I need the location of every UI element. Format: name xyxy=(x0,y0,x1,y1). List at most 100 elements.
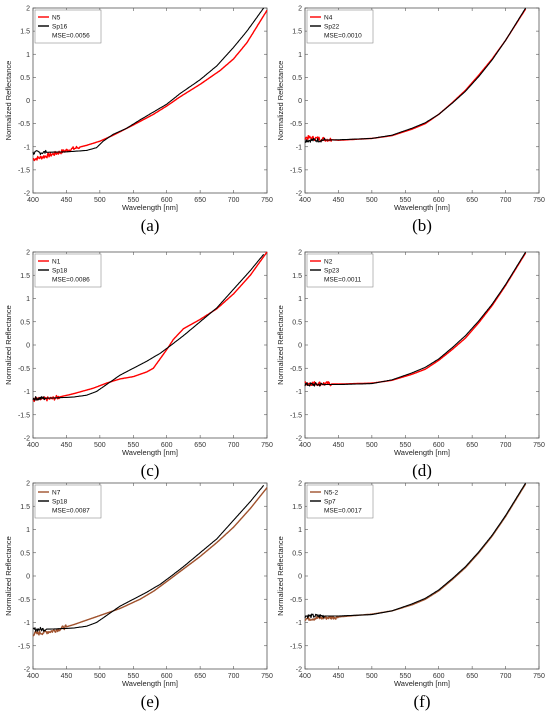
x-tick-label: 400 xyxy=(27,673,39,680)
legend-entry: N4 xyxy=(324,14,333,21)
y-tick-label: 1 xyxy=(298,52,302,59)
x-tick-label: 550 xyxy=(399,197,411,204)
y-tick-label: 0.5 xyxy=(292,319,302,326)
x-tick-label: 650 xyxy=(194,197,206,204)
legend-entry: N5 xyxy=(52,14,61,21)
x-tick-label: 550 xyxy=(127,197,139,204)
panel-caption: (e) xyxy=(141,692,160,711)
y-tick-label: 0 xyxy=(26,98,30,105)
x-tick-label: 550 xyxy=(127,673,139,680)
y-tick-label: 2 xyxy=(26,6,30,13)
x-tick-label: 400 xyxy=(299,197,311,204)
x-tick-label: 400 xyxy=(27,197,39,204)
y-tick-label: 0 xyxy=(298,343,302,350)
legend-mse-note: MSE=0.0017 xyxy=(324,507,362,514)
y-tick-label: 0.5 xyxy=(20,319,30,326)
y-axis-label: Normalized Reflectance xyxy=(276,536,285,616)
x-tick-label: 700 xyxy=(500,673,512,680)
legend-mse-note: MSE=0.0056 xyxy=(52,32,90,39)
y-axis-label: Normalized Reflectance xyxy=(4,536,13,616)
x-tick-label: 700 xyxy=(228,442,240,449)
y-tick-label: 1 xyxy=(298,296,302,303)
x-tick-label: 450 xyxy=(333,197,345,204)
y-tick-label: 2 xyxy=(298,481,302,488)
legend-entry: Sp7 xyxy=(324,498,336,505)
x-tick-label: 600 xyxy=(433,197,445,204)
x-tick-label: 600 xyxy=(433,673,445,680)
x-tick-label: 500 xyxy=(366,442,378,449)
series-line-sp22 xyxy=(304,7,527,143)
x-tick-label: 500 xyxy=(94,442,106,449)
y-tick-label: 0.5 xyxy=(20,75,30,82)
x-tick-label: 650 xyxy=(466,673,478,680)
series-line-sp18 xyxy=(32,253,265,401)
y-tick-label: -1 xyxy=(24,389,30,396)
x-tick-label: 500 xyxy=(366,673,378,680)
x-tick-label: 450 xyxy=(61,197,73,204)
y-tick-label: 2 xyxy=(298,6,302,13)
y-tick-label: 1.5 xyxy=(292,29,302,36)
y-tick-label: -0.5 xyxy=(290,121,302,128)
y-tick-label: 1.5 xyxy=(292,504,302,511)
y-tick-label: -1.5 xyxy=(290,643,302,650)
x-tick-label: 750 xyxy=(261,442,273,449)
y-tick-label: -1 xyxy=(296,620,302,627)
panel-caption: (d) xyxy=(412,461,432,480)
x-axis-label: Wavelength [nm] xyxy=(394,448,450,457)
y-tick-label: -2 xyxy=(296,191,302,198)
x-axis-label: Wavelength [nm] xyxy=(394,679,450,688)
y-tick-label: -1.5 xyxy=(290,167,302,174)
y-tick-label: -1.5 xyxy=(18,167,30,174)
y-tick-label: -1 xyxy=(296,389,302,396)
legend-mse-note: MSE=0.0011 xyxy=(324,276,362,283)
y-tick-label: 1.5 xyxy=(20,504,30,511)
legend-entry: Sp16 xyxy=(52,23,68,30)
series-line-sp7 xyxy=(304,482,527,619)
panel-caption: (b) xyxy=(412,216,432,235)
y-tick-label: -1 xyxy=(24,144,30,151)
x-tick-label: 650 xyxy=(194,673,206,680)
y-tick-label: -1 xyxy=(296,144,302,151)
y-tick-label: 0 xyxy=(298,574,302,581)
panel-caption: (a) xyxy=(141,216,160,235)
series-line-n5-2 xyxy=(304,483,527,622)
y-tick-label: -2 xyxy=(24,191,30,198)
x-tick-label: 600 xyxy=(433,442,445,449)
chart-panel-1: -2 -1.5 -1 -0.5 0 0.5 1 1.5 2 400 450 500 550 600 650 7… xyxy=(4,6,273,236)
y-axis-label: Normalized Reflectance xyxy=(276,61,285,141)
series-line-n5 xyxy=(32,9,268,162)
y-tick-label: 0.5 xyxy=(292,550,302,557)
y-tick-label: -2 xyxy=(24,667,30,674)
x-tick-label: 600 xyxy=(161,197,173,204)
y-tick-label: 0 xyxy=(298,98,302,105)
series-line-n1 xyxy=(32,251,268,403)
legend-entry: N5-2 xyxy=(324,489,338,496)
y-tick-label: 1 xyxy=(26,52,30,59)
x-tick-label: 400 xyxy=(27,442,39,449)
y-axis-label: Normalized Reflectance xyxy=(4,305,13,385)
panel-caption: (f) xyxy=(414,692,431,711)
y-tick-label: 2 xyxy=(298,250,302,257)
y-tick-label: 0 xyxy=(26,574,30,581)
y-tick-label: -0.5 xyxy=(18,121,30,128)
legend-mse-note: MSE=0.0010 xyxy=(324,32,362,39)
x-tick-label: 750 xyxy=(261,197,273,204)
y-tick-label: -0.5 xyxy=(290,366,302,373)
y-tick-label: 0.5 xyxy=(292,75,302,82)
y-tick-label: 1 xyxy=(26,296,30,303)
legend-entry: N7 xyxy=(52,489,61,496)
x-tick-label: 450 xyxy=(333,442,345,449)
chart-panel-6: -2 -1.5 -1 -0.5 0 0.5 1 1.5 2 400 450 500 550 600 650 7… xyxy=(276,481,545,712)
x-tick-label: 500 xyxy=(366,197,378,204)
legend-mse-note: MSE=0.0087 xyxy=(52,507,90,514)
series-line-sp16 xyxy=(32,7,265,156)
chart-panel-2: -2 -1.5 -1 -0.5 0 0.5 1 1.5 2 400 450 500 550 600 650 7… xyxy=(276,6,545,236)
x-tick-label: 750 xyxy=(261,673,273,680)
legend-entry: Sp18 xyxy=(52,267,68,274)
x-tick-label: 450 xyxy=(61,442,73,449)
x-tick-label: 650 xyxy=(194,442,206,449)
x-tick-label: 550 xyxy=(399,442,411,449)
x-tick-label: 600 xyxy=(161,442,173,449)
y-tick-label: -2 xyxy=(296,436,302,443)
legend-entry: Sp23 xyxy=(324,267,340,274)
